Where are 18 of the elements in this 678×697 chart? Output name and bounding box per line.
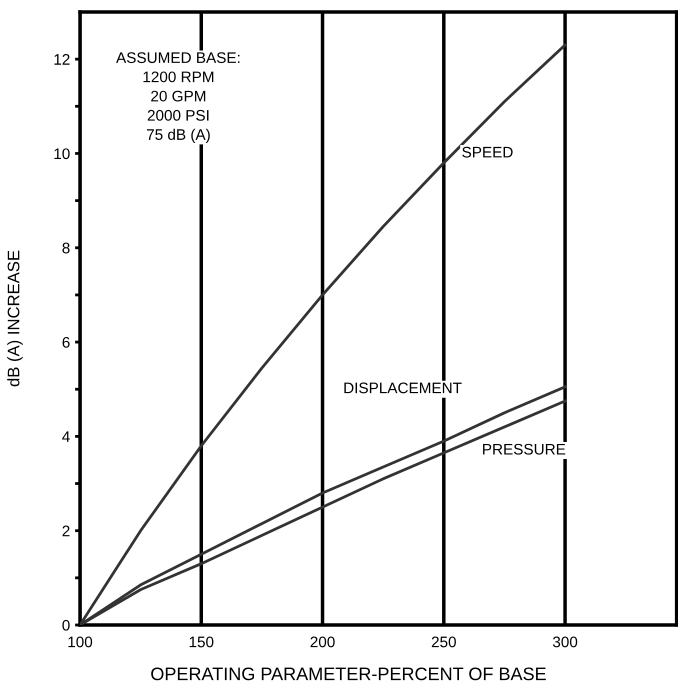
y-tick-label: 8 [62, 242, 70, 254]
x-axis-title: OPERATING PARAMETER-PERCENT OF BASE [151, 667, 546, 680]
text: DISPLACEMENT [344, 382, 462, 394]
series-label: PRESSURE [483, 444, 566, 455]
x-tick-label: 100 [68, 636, 92, 648]
x-tick-label: 300 [552, 636, 578, 648]
series-label: SPEED [462, 146, 513, 158]
y-axis-title: dB (A) INCREASE [7, 250, 23, 386]
y-tick-label: 2 [62, 526, 70, 536]
y-tick-label: 6 [62, 336, 70, 348]
y-tick-label: 12 [54, 54, 70, 65]
x-tick-label: 200 [310, 636, 335, 648]
x-tick-label: 250 [432, 636, 456, 648]
y-tick-label: 0 [62, 620, 70, 631]
annotation: ASSUMED BASE: 1200 RPM 20 GPM 2000 PSI 75 dB (A) [116, 52, 240, 143]
x-tick-label: 150 [190, 636, 214, 648]
y-tick-label: 4 [62, 431, 70, 442]
y-tick-label: 10 [54, 148, 70, 160]
